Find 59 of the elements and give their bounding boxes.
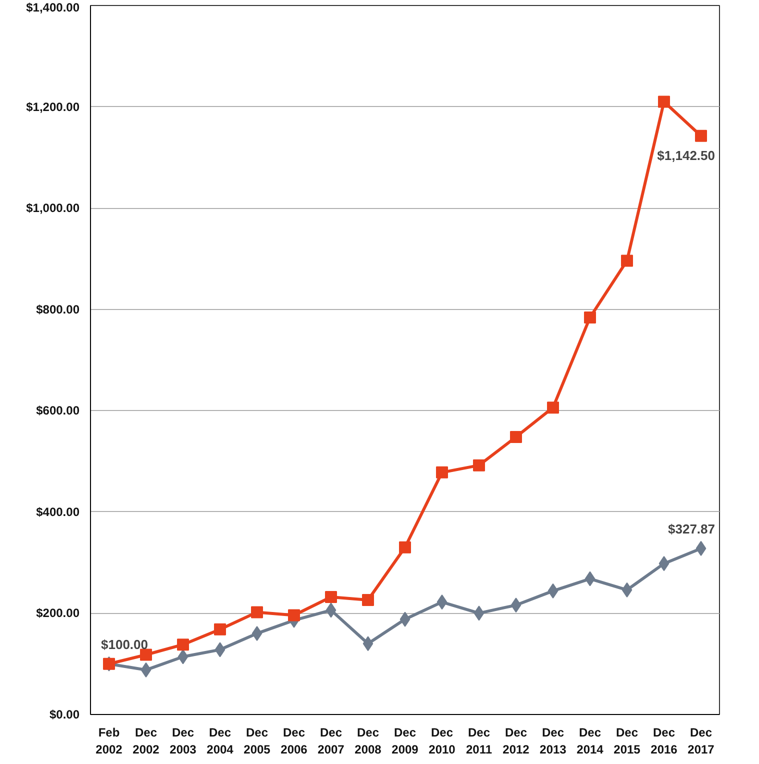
point: [584, 571, 596, 586]
point: [140, 648, 152, 661]
point: [621, 254, 633, 267]
point: [658, 556, 670, 572]
annotation: $327.87: [668, 521, 716, 536]
x-tick-label: Dec 2017: [688, 726, 715, 756]
y-tick-label: $1,200.00: [26, 100, 80, 114]
y-tick-label: $600.00: [36, 404, 80, 418]
annotation: $1,142.50: [657, 148, 716, 163]
x-tick-label: Dec 2006: [280, 726, 308, 756]
y-tick-label: $400.00: [36, 504, 80, 519]
y-tick-label: $1,000.00: [26, 201, 80, 216]
point: [214, 623, 226, 636]
point: [510, 598, 522, 613]
point: [177, 638, 189, 651]
point: [658, 96, 670, 108]
point: [325, 591, 337, 604]
x-tick-label: Dec 2008: [354, 726, 382, 756]
point: [214, 642, 226, 658]
y-tick-label: $200.00: [36, 606, 80, 620]
point: [548, 583, 558, 598]
point: [362, 594, 374, 606]
point: [362, 636, 374, 652]
point: [436, 594, 448, 610]
point: [696, 540, 706, 556]
point: [622, 582, 632, 598]
point: [584, 311, 596, 324]
x-tick-label: Dec 2010: [428, 726, 456, 756]
point: [288, 609, 300, 622]
point: [695, 130, 707, 142]
point: [474, 606, 484, 621]
point: [510, 430, 522, 443]
x-tick-label: Dec 2014: [576, 726, 604, 756]
x-tick-label: Dec 2009: [392, 726, 419, 756]
point: [436, 466, 448, 478]
point: [547, 402, 559, 414]
point: [400, 612, 410, 627]
point: [251, 606, 263, 618]
y-tick-label: $0.00: [49, 708, 80, 722]
point: [399, 541, 411, 554]
x-tick-label: Dec 2005: [244, 726, 271, 756]
x-tick-label: Feb 2002: [96, 726, 123, 756]
point: [326, 602, 336, 618]
y-tick-label: $800.00: [36, 302, 80, 316]
x-tick-label: Dec 2002: [132, 726, 160, 756]
x-tick-label: Dec 2004: [206, 726, 234, 756]
x-tick-label: Dec 2015: [614, 726, 641, 756]
point: [178, 649, 188, 664]
x-tick-label: Dec 2016: [650, 726, 678, 756]
point: [252, 626, 262, 641]
x-tick-label: Dec 2011: [466, 726, 492, 756]
x-tick-label: Dec 2003: [170, 726, 197, 756]
point: [473, 459, 485, 472]
annotation: $100.00: [101, 636, 148, 652]
x-tick-label: Dec 2007: [318, 726, 345, 756]
x-tick-label: Dec 2013: [540, 726, 567, 756]
point: [140, 662, 152, 678]
x-tick-label: Dec 2012: [502, 726, 530, 756]
y-tick-label: $1,400.00: [26, 0, 80, 14]
